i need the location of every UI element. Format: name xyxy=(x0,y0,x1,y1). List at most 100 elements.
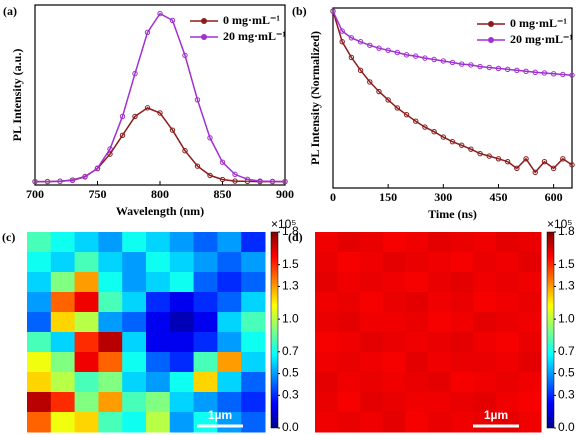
heat-cell xyxy=(193,352,218,373)
heat-cell xyxy=(450,332,474,353)
heat-cell xyxy=(337,332,361,353)
data-point xyxy=(44,178,51,185)
heat-cell xyxy=(382,332,406,353)
colorbar-tick-label: 1.0 xyxy=(558,311,575,325)
heat-cell xyxy=(122,232,147,253)
heat-cell xyxy=(169,272,195,293)
legend-label: 0 mg·mL⁻¹ xyxy=(510,16,567,30)
data-point xyxy=(82,174,88,180)
panel-label: (c) xyxy=(2,230,15,244)
heat-cell xyxy=(360,312,384,333)
heat-cell xyxy=(428,312,452,333)
heat-cell xyxy=(122,372,147,393)
heat-cell xyxy=(50,252,76,273)
heat-cell xyxy=(27,412,52,433)
heat-cell xyxy=(241,332,266,353)
x-tick-label: 750 xyxy=(89,187,107,201)
heat-cell xyxy=(169,232,195,253)
heat-cell xyxy=(146,312,171,333)
data-point xyxy=(532,169,538,176)
colorbar-tick-label: 0.0 xyxy=(282,420,299,434)
heat-cell xyxy=(315,312,339,333)
heat-cell xyxy=(74,372,99,393)
heat-cell xyxy=(27,232,52,253)
heat-cell xyxy=(360,372,384,393)
panel-label: (b) xyxy=(292,4,307,18)
heat-cell xyxy=(315,352,339,373)
heat-cell xyxy=(450,272,474,293)
heat-cell xyxy=(518,312,542,333)
data-point xyxy=(219,159,226,165)
heat-cell xyxy=(193,292,218,313)
heat-cell xyxy=(241,272,266,293)
heat-cell xyxy=(405,252,429,273)
heat-cell xyxy=(27,292,52,313)
x-axis-label: Time (ns) xyxy=(428,207,477,221)
heat-cell xyxy=(450,392,474,413)
data-point xyxy=(550,165,557,172)
data-point xyxy=(449,59,456,66)
data-point xyxy=(431,129,437,135)
heat-cell xyxy=(98,412,123,433)
heat-cell xyxy=(50,292,76,313)
data-point xyxy=(495,65,502,72)
data-point xyxy=(119,132,126,138)
heat-cell xyxy=(98,352,123,373)
heat-cell xyxy=(518,272,542,293)
panel-label: (d) xyxy=(288,230,303,244)
data-point xyxy=(468,146,474,152)
heat-cell xyxy=(405,272,429,293)
legend-label: 20 mg·mL⁻¹ xyxy=(510,32,573,46)
heat-cell xyxy=(27,332,52,353)
data-point xyxy=(394,49,401,56)
heat-cell xyxy=(360,412,384,433)
heat-cell xyxy=(337,312,361,333)
heat-cell xyxy=(405,292,429,313)
heat-cell xyxy=(98,332,123,353)
colorbar-tick-label: 0.3 xyxy=(558,388,575,402)
heat-cell xyxy=(217,332,242,353)
heat-cell xyxy=(27,352,52,373)
heat-cell xyxy=(146,292,171,313)
data-point xyxy=(560,71,566,78)
data-point xyxy=(94,165,101,171)
heat-cell xyxy=(193,272,218,293)
data-point xyxy=(504,66,511,73)
data-point xyxy=(169,127,176,133)
data-point xyxy=(57,178,63,184)
heat-cell xyxy=(382,272,406,293)
data-point xyxy=(403,52,410,58)
data-point xyxy=(132,113,138,120)
heat-cell xyxy=(382,312,406,333)
heat-cell xyxy=(98,372,123,393)
heat-cell xyxy=(337,292,361,313)
heat-cell xyxy=(315,292,339,313)
heat-cell xyxy=(98,392,123,413)
heat-cell xyxy=(169,352,195,373)
heat-cell xyxy=(122,292,147,313)
x-tick-label: 850 xyxy=(214,187,232,201)
x-tick-label: 600 xyxy=(545,190,563,204)
heat-cell xyxy=(169,292,195,313)
heat-cell xyxy=(98,232,123,253)
heat-cell xyxy=(337,232,361,253)
data-point xyxy=(504,158,511,165)
heat-cell xyxy=(473,272,497,293)
colorbar-tick-label: 1.8 xyxy=(282,224,299,238)
heat-cell xyxy=(315,372,339,393)
heat-cell xyxy=(193,372,218,393)
heat-cell xyxy=(382,352,406,373)
heat-cell xyxy=(450,372,474,393)
heat-cell xyxy=(241,312,266,333)
heat-cell xyxy=(337,372,361,393)
data-point xyxy=(541,70,548,76)
heat-cell xyxy=(315,252,339,273)
heat-cell xyxy=(217,272,242,293)
heat-cell xyxy=(315,392,339,413)
heat-cell xyxy=(518,332,542,353)
x-tick-label: 150 xyxy=(379,190,397,204)
heat-cell xyxy=(241,372,266,393)
heat-cell xyxy=(360,272,384,293)
data-point xyxy=(560,156,566,162)
data-point xyxy=(348,54,355,61)
